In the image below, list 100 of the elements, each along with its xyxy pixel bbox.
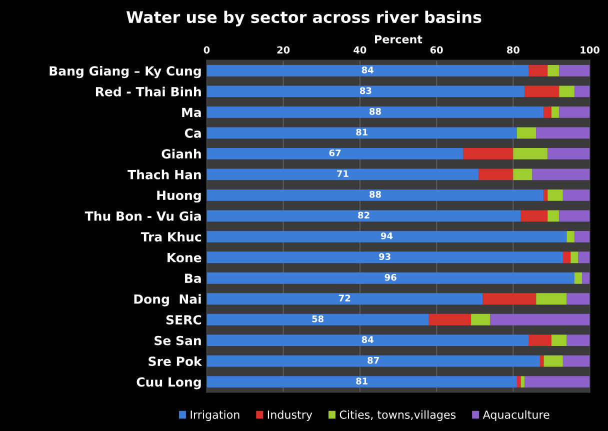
bar	[551, 334, 567, 346]
bar	[544, 106, 552, 118]
y-tick-label: Kone	[168, 253, 202, 262]
y-tick-label: Bang Giang – Ky Cung	[50, 66, 201, 78]
bar	[206, 210, 521, 222]
chart-title: Water use by sector across river basins	[126, 10, 482, 26]
bar	[582, 272, 590, 284]
data-label: 71	[337, 170, 348, 177]
data-label: 81	[356, 378, 368, 384]
bar	[206, 65, 528, 76]
bar	[206, 334, 528, 346]
bar	[206, 252, 563, 264]
data-label: 67	[329, 149, 341, 156]
x-tick-label: 20	[277, 46, 290, 54]
y-tick-label: Huong	[157, 190, 201, 203]
bar	[574, 86, 590, 98]
data-label: 82	[358, 212, 370, 219]
bar	[532, 168, 590, 180]
bar	[520, 210, 548, 222]
bar	[471, 314, 490, 326]
bar	[206, 230, 567, 242]
data-label: 88	[370, 108, 381, 115]
bar	[548, 148, 590, 160]
bar	[578, 252, 590, 264]
bar	[544, 355, 563, 367]
y-tick-label: Cuu Long	[136, 377, 201, 390]
data-label: 83	[360, 87, 372, 94]
bar	[559, 106, 590, 118]
x-axis-title: Percent	[375, 35, 422, 44]
legend-label: Irrigation	[190, 410, 240, 421]
bar	[540, 355, 544, 367]
y-tick-label: Ba	[185, 274, 201, 284]
bar	[524, 86, 560, 98]
y-tick-label: Thu Bon - Vu Gia	[84, 211, 201, 221]
bar	[206, 376, 517, 388]
bar	[574, 230, 590, 242]
bar	[566, 230, 574, 242]
bar	[513, 168, 532, 180]
legend-label: Cities, towns,villages	[340, 410, 456, 421]
bar	[566, 293, 590, 305]
bar	[206, 314, 429, 326]
bar	[206, 106, 544, 118]
x-tick-label: 0	[204, 46, 210, 54]
y-tick-label: Tra Khuc	[140, 232, 202, 242]
bar	[574, 272, 582, 284]
bar	[544, 189, 548, 201]
y-tick-label: Ca	[184, 128, 201, 138]
bar	[516, 127, 536, 139]
bar	[206, 355, 540, 367]
bar	[536, 127, 590, 139]
bar	[551, 106, 560, 118]
data-label: 84	[362, 66, 374, 74]
y-tick-label: Sre Pok	[148, 356, 202, 366]
bar	[206, 127, 517, 139]
bar	[206, 86, 525, 98]
bar	[490, 314, 590, 326]
bar	[559, 210, 590, 222]
x-tick-label: 60	[430, 46, 443, 54]
bar	[528, 65, 548, 76]
bar	[206, 293, 483, 305]
bar	[548, 189, 563, 201]
bar	[524, 376, 590, 388]
bar	[566, 334, 590, 346]
data-label: 84	[362, 336, 374, 343]
bar	[516, 376, 521, 388]
y-tick-label: Thach Han	[128, 170, 201, 180]
bar	[559, 65, 590, 76]
bar	[513, 148, 548, 160]
x-tick-label: 80	[506, 46, 520, 54]
data-label: 96	[384, 274, 396, 281]
bar	[548, 65, 560, 76]
x-tick-label: 40	[354, 46, 366, 54]
bar	[463, 148, 514, 160]
bar	[206, 148, 464, 160]
data-label: 94	[380, 232, 393, 240]
bar	[562, 189, 590, 201]
data-label: 88	[370, 190, 381, 198]
x-tick-label: 100	[580, 46, 600, 54]
y-tick-label: Se San	[154, 336, 201, 346]
bar	[206, 272, 574, 284]
y-tick-label: Dong Nai	[134, 294, 201, 306]
data-label: 81	[356, 128, 368, 136]
bar	[428, 314, 472, 326]
bar	[562, 252, 571, 264]
y-tick-label: Ma	[182, 108, 201, 118]
bar	[482, 293, 536, 305]
bar	[562, 355, 590, 367]
legend-label: Industry	[268, 410, 312, 421]
data-label: 58	[312, 315, 324, 322]
bar	[206, 168, 479, 180]
bar	[478, 168, 514, 180]
bar	[548, 210, 560, 222]
data-label: 93	[379, 253, 390, 260]
y-tick-label: SERC	[166, 315, 202, 325]
legend-label: Aquaculture	[482, 410, 550, 421]
bar	[559, 86, 574, 98]
bar	[520, 376, 525, 388]
data-label: 72	[338, 294, 350, 302]
bar	[536, 293, 567, 305]
bar	[528, 334, 552, 346]
